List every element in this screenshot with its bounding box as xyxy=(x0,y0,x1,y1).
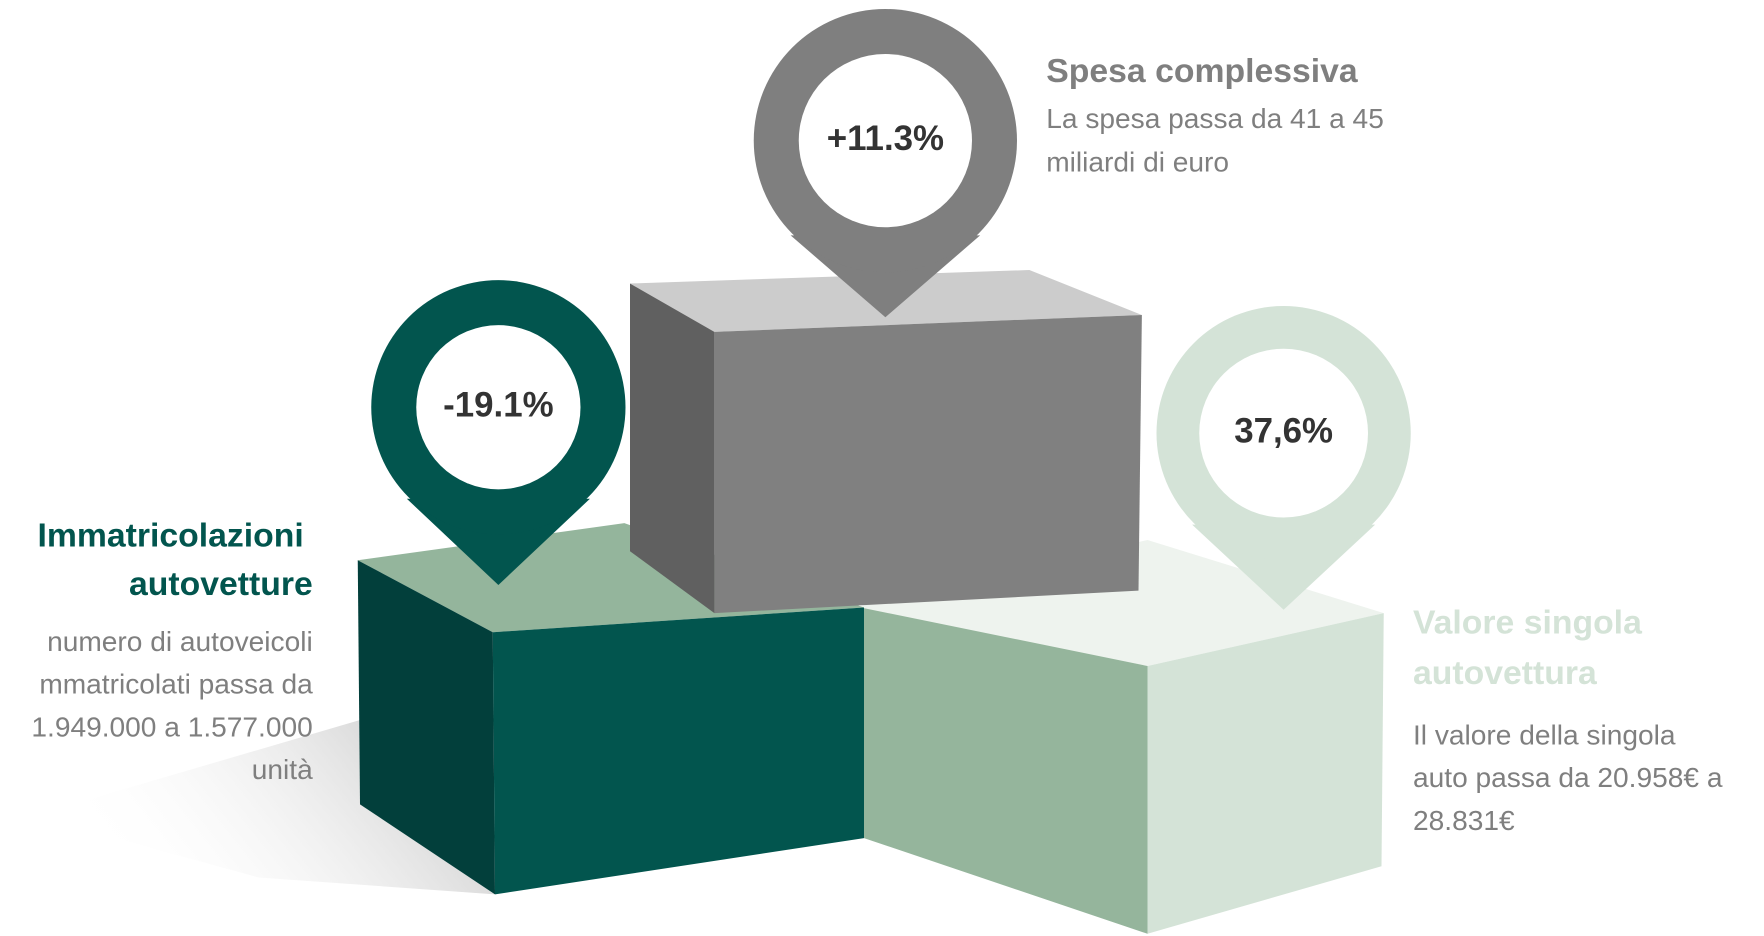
description: numero di autoveicoli xyxy=(47,626,313,657)
pin-hole xyxy=(798,54,972,228)
description: auto passa da 20.958€ a xyxy=(1413,762,1723,793)
title: autovetture xyxy=(129,565,313,603)
description: La spesa passa da 41 a 45 xyxy=(1046,103,1384,134)
gray-block xyxy=(630,270,1142,614)
title: Spesa complessiva xyxy=(1046,52,1358,90)
title: Immatricolazioni xyxy=(37,517,303,555)
pin-label: -19.1% xyxy=(443,385,553,424)
light-block xyxy=(855,540,1384,934)
pin-hole xyxy=(416,325,581,490)
description: 28.831€ xyxy=(1413,805,1515,836)
description: miliardi di euro xyxy=(1046,147,1229,178)
pin-label: +11.3% xyxy=(827,119,944,158)
title: Valore singola xyxy=(1413,603,1642,641)
description: 1.949.000 a 1.577.000 xyxy=(31,711,312,742)
description: mmatricolati passa da xyxy=(39,669,313,700)
pins xyxy=(371,9,1411,610)
title: autovettura xyxy=(1413,654,1597,692)
shadow xyxy=(33,720,495,895)
description: Il valore della singola xyxy=(1413,719,1676,750)
pin-hole xyxy=(1199,348,1368,518)
description: unità xyxy=(252,754,313,785)
pin-label: 37,6% xyxy=(1234,411,1333,450)
